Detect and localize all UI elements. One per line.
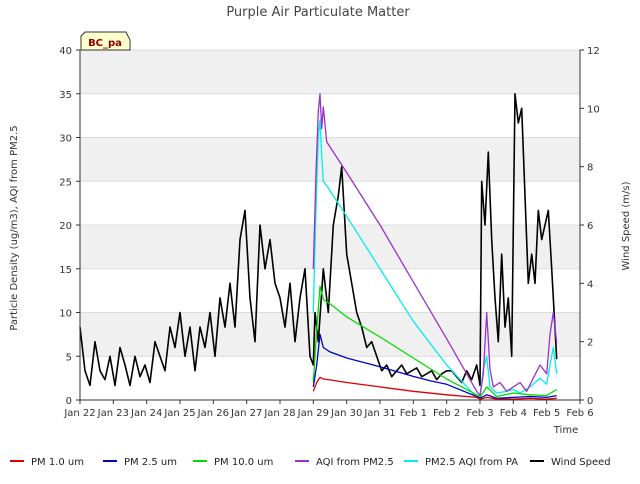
y-tick-label: 10: [59, 309, 72, 320]
y2-tick-label: 4: [587, 279, 593, 290]
plot-band: [80, 93, 580, 138]
y-tick-label: 0: [66, 396, 72, 407]
series-line-aqi-from-pm2-5: [312, 93, 558, 397]
legend-label: PM 1.0 um: [31, 457, 84, 468]
x-axis-label: Time: [553, 425, 578, 436]
series-line-wind-speed: [79, 93, 558, 387]
y2-tick-label: 6: [587, 221, 593, 232]
site-badge: BC_pa: [80, 31, 131, 51]
plot-band: [80, 225, 580, 269]
x-tick-label: Jan 22: [63, 408, 95, 419]
x-tick-label: Jan 29: [297, 408, 329, 419]
x-tick-label: Jan 26: [197, 408, 229, 419]
y-tick-label: 35: [59, 90, 72, 101]
y-tick-label: 30: [59, 134, 72, 145]
y-axis-label: Particle Density (ug/m3), AQI from PM2.5: [9, 125, 20, 330]
y-tick-label: 5: [66, 352, 72, 363]
site-badge-label: BC_pa: [88, 38, 122, 49]
plot-band: [80, 181, 580, 225]
x-tick-label: Jan 25: [163, 408, 195, 419]
y2-axis-label: Wind Speed (m/s): [621, 181, 632, 270]
x-tick-label: Feb 6: [566, 408, 593, 419]
series-line-pm-2-5-um: [312, 333, 557, 399]
y-tick-label: 25: [59, 177, 72, 188]
x-tick-label: Jan 24: [130, 408, 162, 419]
legend-label: PM 2.5 um: [124, 457, 177, 468]
legend-label: Wind Speed: [551, 457, 611, 468]
y-tick-label: 40: [59, 46, 72, 57]
x-tick-label: Feb 3: [466, 408, 493, 419]
legend: PM 1.0 um PM 2.5 um PM 10.0 um AQI from PM2…: [10, 457, 611, 468]
x-tick-label: Feb 1: [400, 408, 427, 419]
y2-tick-label: 12: [587, 46, 600, 57]
x-tick-label: Jan 28: [263, 408, 295, 419]
plot-band: [80, 137, 580, 182]
x-tick-label: Feb 4: [500, 408, 527, 419]
x-tick-label: Feb 2: [433, 408, 460, 419]
plot-band: [80, 50, 580, 94]
y2-tick-label: 2: [587, 338, 593, 349]
x-tick-label: Jan 30: [330, 408, 362, 419]
y-tick-label: 15: [59, 265, 72, 276]
x-tick-label: Feb 5: [533, 408, 560, 419]
legend-label: AQI from PM2.5: [316, 457, 394, 468]
plot-band: [80, 356, 580, 400]
legend-label: PM 10.0 um: [214, 457, 273, 468]
x-tick-label: Jan 23: [97, 408, 129, 419]
legend-label: PM2.5 AQI from PA: [425, 457, 518, 468]
series-line-pm-10-0-um: [312, 285, 558, 399]
series-line-pm-1-0-um: [312, 376, 557, 400]
y-tick-label: 20: [59, 221, 72, 232]
y2-tick-label: 0: [587, 396, 593, 407]
y2-tick-label: 8: [587, 163, 593, 174]
y2-tick-label: 10: [587, 104, 600, 115]
chart-title: Purple Air Particulate Matter: [226, 5, 410, 20]
x-tick-label: Jan 31: [363, 408, 395, 419]
x-tick-label: Jan 27: [230, 408, 262, 419]
